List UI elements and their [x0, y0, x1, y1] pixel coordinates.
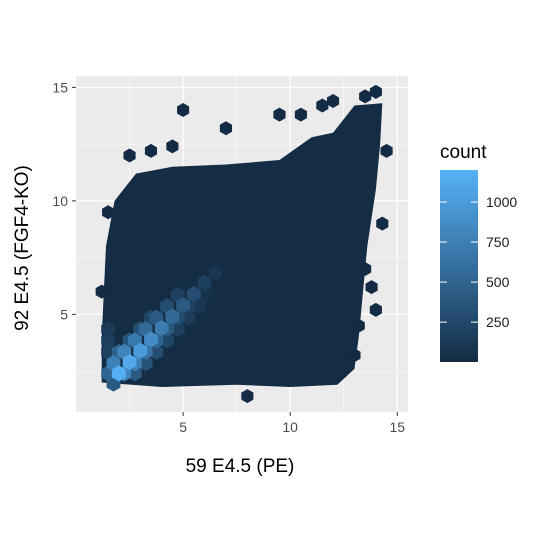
y-tick-label: 5 [60, 306, 68, 322]
hex-bin [181, 309, 196, 326]
hex-bin-outlier [380, 143, 393, 158]
x-tick-label: 10 [282, 419, 298, 435]
hex-bin-outlier [294, 107, 307, 122]
hex-bin-outlier [376, 216, 389, 231]
y-tick-label: 10 [52, 193, 68, 209]
legend-break-label: 250 [486, 314, 510, 330]
legend-break-label: 750 [486, 234, 510, 250]
hex-bin-outlier [352, 318, 365, 333]
hex-bin-outlier [241, 389, 254, 404]
hex-bin [154, 320, 169, 336]
hex-bin [176, 297, 191, 314]
hex-bin [144, 331, 158, 348]
hex-bin [138, 355, 153, 372]
hex-bin [149, 343, 164, 360]
hex-bin-outlier [326, 93, 340, 108]
hex-bin-outlier [359, 89, 372, 104]
x-tick-label: 15 [390, 419, 406, 435]
legend-title: count [440, 142, 487, 163]
hex-bin-outlier [102, 205, 115, 220]
hex-bin [133, 342, 148, 359]
hex-bin-outlier [369, 84, 382, 99]
hex-bin [111, 365, 126, 382]
legend-colorbar [440, 170, 478, 362]
hex-bin-outlier [348, 348, 361, 363]
hex-bin-outlier [369, 302, 382, 317]
x-tick-label: 5 [179, 419, 187, 435]
hex-bin-outlier [219, 121, 232, 136]
hex-bin-outlier [359, 261, 372, 276]
hex-bin [101, 321, 116, 338]
hex-bin [101, 343, 116, 360]
hex-bin-outlier [177, 103, 190, 118]
hex-bin [165, 308, 180, 325]
hex-bin-outlier [365, 280, 378, 295]
hex-bin-outlier [166, 139, 179, 154]
hex-bin [101, 332, 116, 349]
hex-bin-outlier [95, 284, 108, 299]
hex-bin [127, 365, 142, 382]
legend-break-label: 500 [486, 274, 510, 290]
y-axis-title: 92 E4.5 (FGF4-KO) [12, 165, 33, 331]
hex-bin [186, 285, 201, 302]
legend-break-label: 1000 [486, 194, 517, 210]
hex-bin [122, 354, 137, 371]
hex-bin [197, 285, 212, 302]
hex-bin [170, 321, 185, 338]
hex-bin [192, 298, 207, 315]
y-tick-label: 15 [52, 79, 68, 95]
hex-bin-outlier [273, 107, 286, 122]
x-axis-title: 59 E4.5 (PE) [186, 456, 295, 477]
hex-bin [208, 264, 223, 281]
hex-bin-outlier [316, 98, 329, 113]
legend: count 250 500 750 1000 [440, 142, 517, 362]
hex-bin [160, 332, 174, 349]
hex-bin-outlier [123, 148, 136, 163]
hex-bin-outlier [144, 143, 158, 158]
hex-bin [197, 274, 212, 291]
